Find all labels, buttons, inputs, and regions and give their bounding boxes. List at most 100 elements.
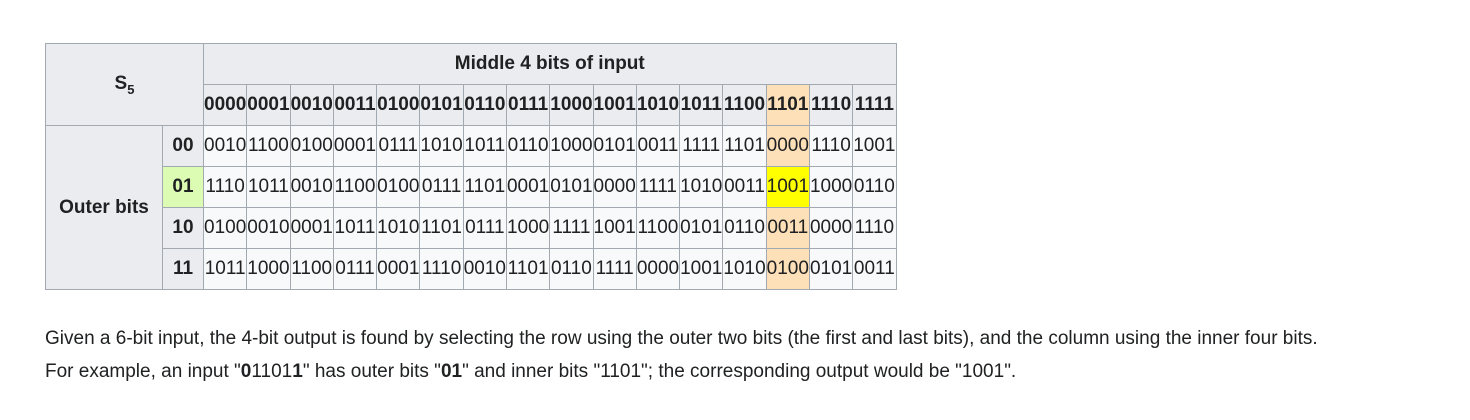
table-cell: 0100 — [289, 125, 334, 167]
column-header: 1101 — [765, 84, 810, 126]
table-cell: 0111 — [419, 166, 464, 208]
column-header: 1110 — [808, 84, 854, 126]
table-cell: 0110 — [722, 207, 767, 249]
table-cell: 0110 — [505, 125, 551, 167]
table-cell: 0011 — [765, 207, 810, 249]
column-header: 0100 — [376, 84, 421, 126]
table-cell: 0000 — [592, 166, 637, 208]
table-cell: 1001 — [592, 207, 637, 249]
table-row: 10 0100 0010 0001 1011 1010 1101 0111 1000 1111 10… — [46, 207, 897, 249]
column-header: 0000 — [202, 84, 248, 126]
table-cell: 0100 — [376, 166, 421, 208]
table-cell: 1000 — [808, 166, 854, 208]
caption: Given a 6-bit input, the 4-bit output is… — [45, 322, 1318, 388]
table-cell: 0101 — [808, 248, 854, 290]
table-cell: 0011 — [722, 166, 767, 208]
table-cell: 0010 — [462, 248, 507, 290]
table-cell: 1011 — [202, 248, 248, 290]
table-cell: 0011 — [635, 125, 681, 167]
table-cell: 1000 — [549, 125, 594, 167]
table-cell: 1111 — [592, 248, 637, 290]
table-cell: 0101 — [592, 125, 637, 167]
header-row-1: S5 Middle 4 bits of input — [45, 43, 897, 126]
table-cell: 0110 — [852, 166, 897, 208]
table-row: 01 1110 1011 0010 1100 0100 0111 1101 0001 0101 00… — [46, 166, 897, 208]
table-cell: 1011 — [462, 125, 507, 167]
table-cell: 0111 — [376, 125, 421, 167]
table-cell: 0010 — [202, 125, 248, 167]
table-cell: 0101 — [679, 207, 724, 249]
table-cell: 0100 — [765, 248, 810, 290]
table-cell: 1110 — [808, 125, 854, 167]
table-cell: 0010 — [246, 207, 291, 249]
table-cell: 0110 — [549, 248, 594, 290]
column-header: 1100 — [722, 84, 767, 126]
table-cell: 0001 — [289, 207, 334, 249]
table-cell: 0001 — [376, 248, 421, 290]
column-header: 1001 — [592, 84, 637, 126]
table-cell: 1101 — [419, 207, 464, 249]
column-header: 1111 — [852, 84, 897, 126]
row-header: 00 — [162, 125, 204, 167]
table-cell: 0000 — [808, 207, 854, 249]
table-cell: 0100 — [202, 207, 248, 249]
column-header: 0010 — [289, 84, 334, 126]
table-row: 11 1011 1000 1100 0111 0001 1110 0010 1101 0110 11… — [46, 248, 897, 290]
sbox-body: Outer bits 00 0010 1100 0100 0001 0111 1010 1011… — [45, 125, 897, 290]
table-cell: 1101 — [505, 248, 551, 290]
table-cell: 0111 — [332, 248, 378, 290]
table-cell: 1001 — [852, 125, 897, 167]
table-row: Outer bits 00 0010 1100 0100 0001 0111 1010 1011… — [45, 125, 897, 290]
column-header: 0011 — [332, 84, 378, 126]
column-header: 1011 — [679, 84, 724, 126]
caption-line-2: For example, an input "011011" has outer… — [45, 361, 1017, 382]
row-header: 11 — [162, 248, 204, 290]
column-header: 0101 — [419, 84, 464, 126]
table-cell: 0001 — [332, 125, 378, 167]
middle-bits-header: Middle 4 bits of input — [203, 43, 897, 85]
table-cell: 0001 — [505, 166, 551, 208]
column-header-row: 0000 0001 0010 0011 0100 0101 0110 0111 1000 1001… — [46, 84, 897, 126]
row-header: 01 — [162, 166, 204, 208]
column-header: 0001 — [246, 84, 291, 126]
table-cell: 1100 — [635, 207, 681, 249]
caption-line-1: Given a 6-bit input, the 4-bit output is… — [45, 328, 1318, 349]
table-cell: 1011 — [332, 207, 378, 249]
table-cell: 0111 — [462, 207, 507, 249]
table-cell: 1110 — [202, 166, 248, 208]
column-header: 0110 — [462, 84, 507, 126]
table-cell: 1000 — [246, 248, 291, 290]
column-header: 1010 — [635, 84, 681, 126]
column-header: 0111 — [505, 84, 551, 126]
outer-bits-header: Outer bits — [45, 125, 163, 290]
table-cell: 1111 — [679, 125, 724, 167]
table-cell: 1100 — [246, 125, 291, 167]
table-cell: 1111 — [635, 166, 681, 208]
table-cell: 1110 — [852, 207, 897, 249]
table-cell: 0000 — [635, 248, 681, 290]
sbox-title: S5 — [114, 72, 135, 97]
column-header: 1000 — [549, 84, 594, 126]
table-cell: 0101 — [549, 166, 594, 208]
table-cell: 1001 — [679, 248, 724, 290]
row-header: 10 — [162, 207, 204, 249]
table-cell: 0010 — [289, 166, 334, 208]
table-cell: 0011 — [852, 248, 897, 290]
table-cell: 1110 — [419, 248, 464, 290]
table-cell: 1010 — [679, 166, 724, 208]
table-cell: 1100 — [289, 248, 334, 290]
table-cell: 1010 — [419, 125, 464, 167]
sbox-title-cell: S5 — [45, 43, 204, 126]
table-cell: 1010 — [722, 248, 767, 290]
table-cell: 1001 — [765, 166, 810, 208]
table-cell: 1101 — [462, 166, 507, 208]
table-cell: 1101 — [722, 125, 767, 167]
sbox-table-container: S5 Middle 4 bits of input 0000 0001 0010 00… — [45, 43, 897, 290]
table-cell: 1011 — [246, 166, 291, 208]
table-cell: 1111 — [549, 207, 594, 249]
sbox-table: S5 Middle 4 bits of input 0000 0001 0010 00… — [45, 43, 897, 290]
table-cell: 0000 — [765, 125, 810, 167]
table-cell: 1000 — [505, 207, 551, 249]
table-cell: 1100 — [332, 166, 378, 208]
table-cell: 1010 — [376, 207, 421, 249]
